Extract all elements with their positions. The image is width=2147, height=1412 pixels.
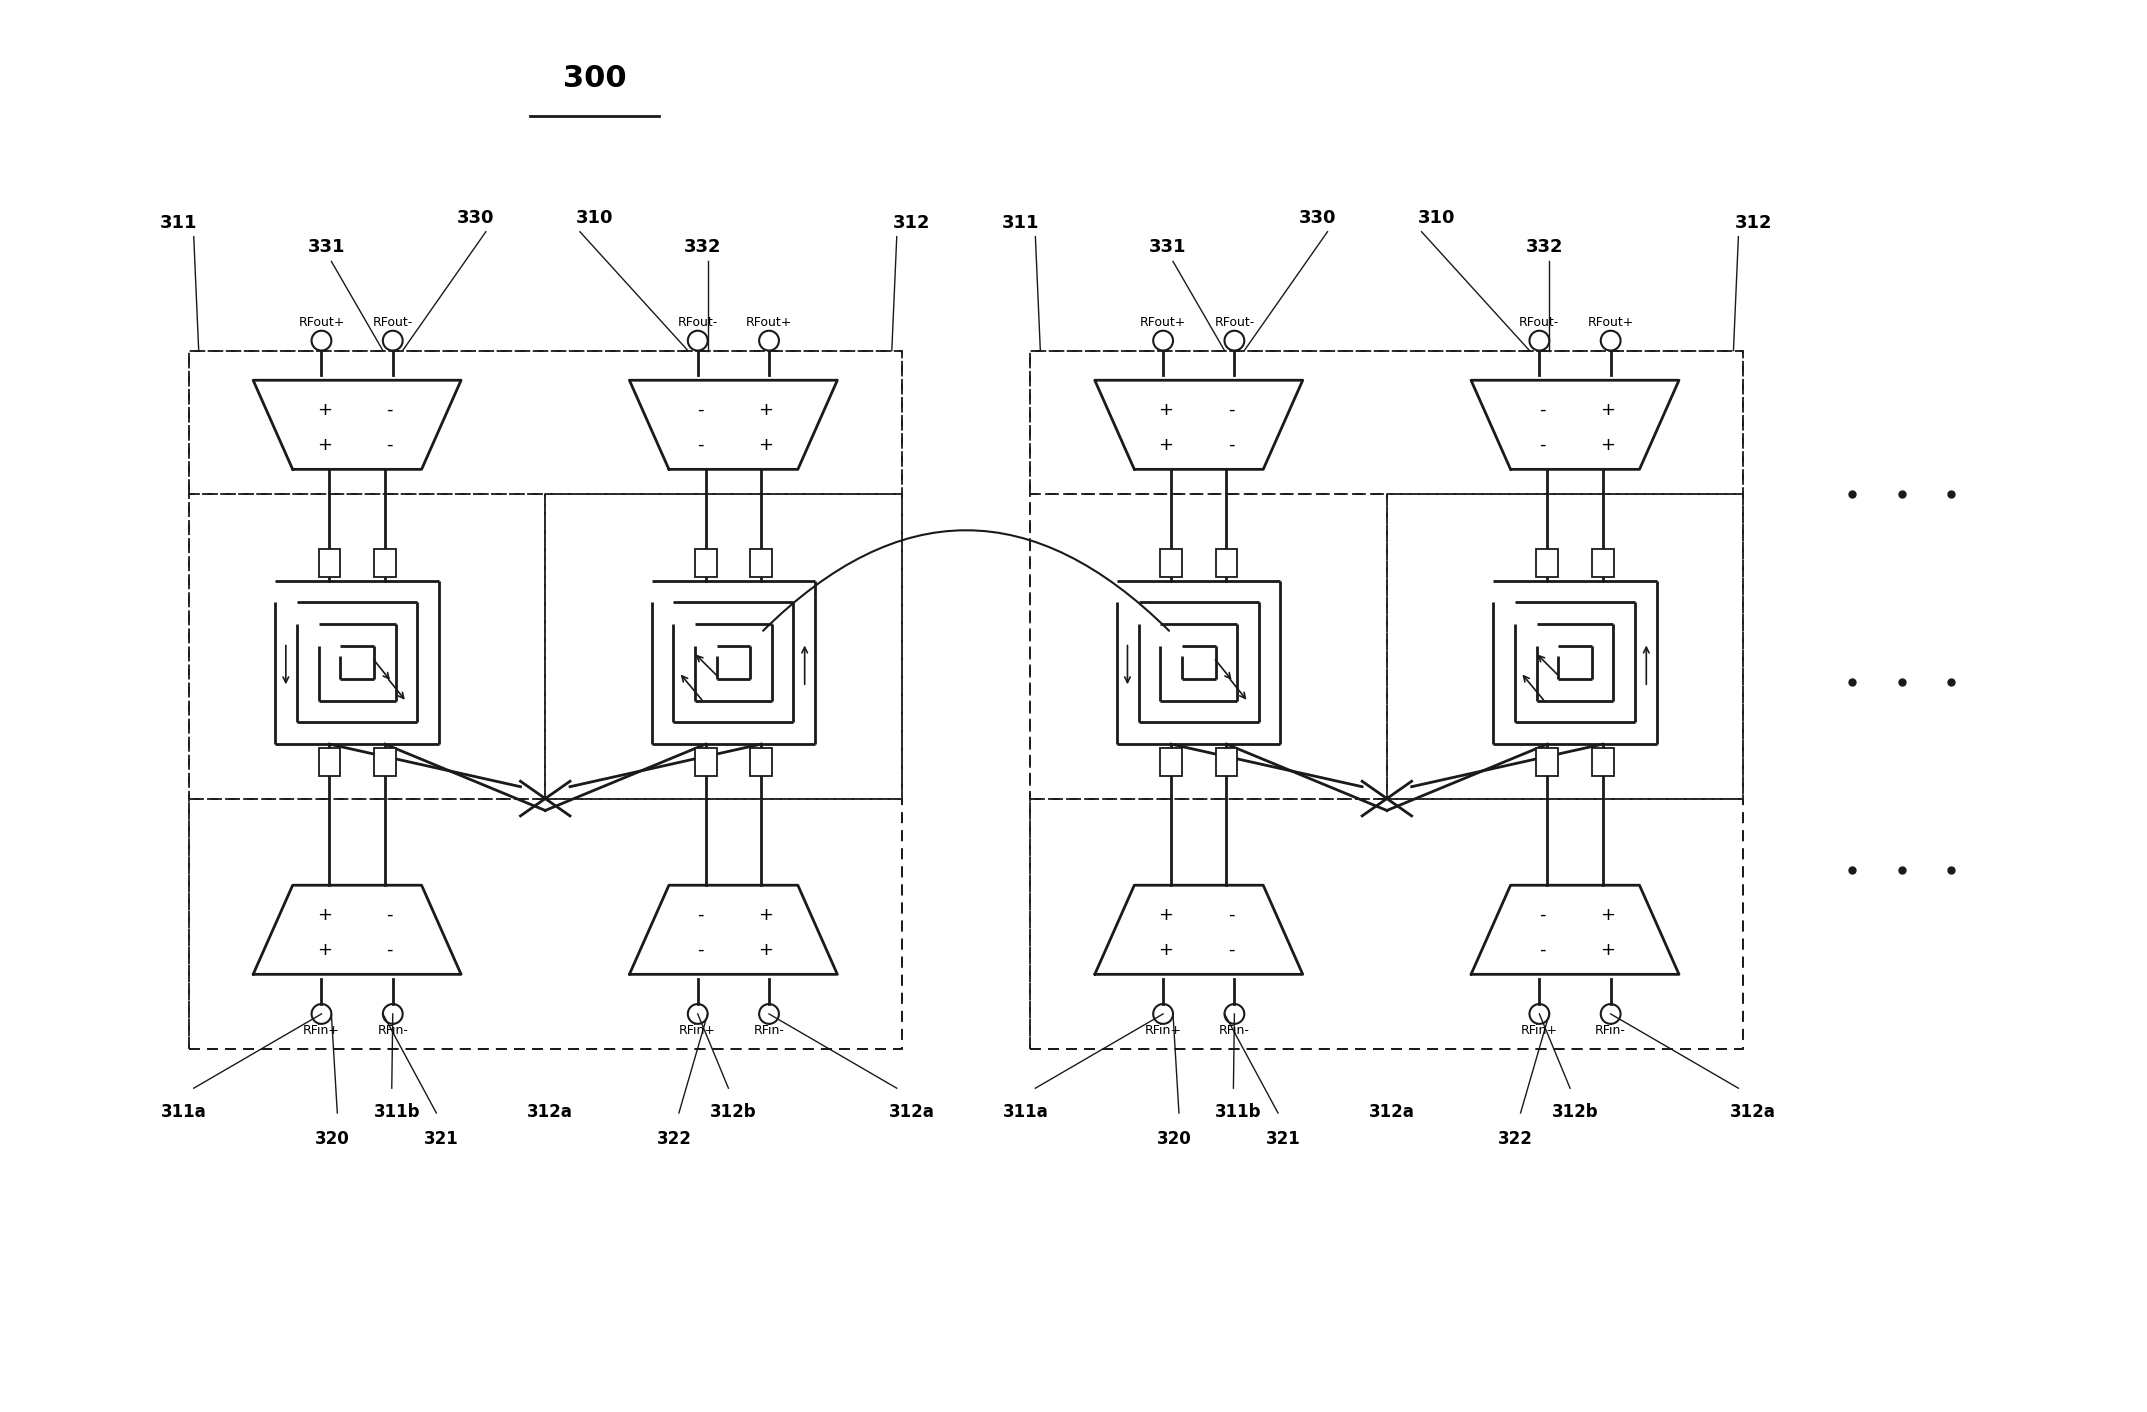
Text: -: - (1539, 435, 1546, 453)
Text: RFout+: RFout+ (1140, 316, 1187, 329)
Text: RFin-: RFin- (1219, 1024, 1250, 1036)
Bar (1591, 549, 1615, 576)
Bar (696, 748, 717, 775)
Text: RFin+: RFin+ (1520, 1024, 1559, 1036)
Bar (749, 748, 773, 775)
Text: 312b: 312b (1552, 1103, 1597, 1121)
Text: -: - (1539, 940, 1546, 959)
Text: 332: 332 (1527, 239, 1563, 257)
Text: +: + (758, 435, 773, 453)
Text: -: - (698, 907, 704, 923)
Text: 322: 322 (657, 1130, 691, 1148)
Text: 311a: 311a (161, 1103, 206, 1121)
Text: RFin+: RFin+ (678, 1024, 717, 1036)
Text: RFin-: RFin- (754, 1024, 784, 1036)
Text: 312: 312 (1735, 213, 1771, 232)
Bar (696, 549, 717, 576)
Text: 312a: 312a (889, 1103, 934, 1121)
Text: +: + (1159, 435, 1174, 453)
Text: +: + (1600, 401, 1615, 419)
Text: RFout+: RFout+ (298, 316, 346, 329)
Text: +: + (1159, 907, 1174, 923)
Bar (318, 549, 339, 576)
Bar (1159, 748, 1181, 775)
Text: 311b: 311b (1215, 1103, 1262, 1121)
Text: +: + (318, 907, 333, 923)
Text: -: - (1228, 907, 1235, 923)
Bar (749, 549, 773, 576)
Text: +: + (1159, 401, 1174, 419)
Text: 320: 320 (316, 1130, 350, 1148)
Bar (1537, 549, 1559, 576)
Text: RFout-: RFout- (678, 316, 717, 329)
Text: -: - (698, 401, 704, 419)
Text: 332: 332 (685, 239, 721, 257)
Text: 310: 310 (1417, 209, 1456, 227)
Text: -: - (1228, 435, 1235, 453)
Text: 300: 300 (563, 64, 627, 93)
Text: 312a: 312a (1370, 1103, 1415, 1121)
Text: +: + (758, 401, 773, 419)
Text: +: + (318, 401, 333, 419)
Text: 331: 331 (1149, 239, 1187, 257)
Text: 311a: 311a (1003, 1103, 1048, 1121)
Text: -: - (386, 940, 393, 959)
Text: +: + (758, 907, 773, 923)
Text: +: + (1600, 907, 1615, 923)
Text: -: - (386, 907, 393, 923)
Text: 312: 312 (893, 213, 930, 232)
Text: -: - (1539, 907, 1546, 923)
Text: 321: 321 (1265, 1130, 1301, 1148)
Text: +: + (1600, 940, 1615, 959)
Text: +: + (1600, 435, 1615, 453)
Bar (1159, 549, 1181, 576)
Bar (1215, 748, 1237, 775)
Text: -: - (698, 435, 704, 453)
Text: +: + (1159, 940, 1174, 959)
Text: -: - (1228, 940, 1235, 959)
Bar (1537, 748, 1559, 775)
Text: 312a: 312a (1730, 1103, 1776, 1121)
Text: RFin-: RFin- (378, 1024, 408, 1036)
Text: 311: 311 (161, 213, 198, 232)
Bar (1591, 748, 1615, 775)
Text: 321: 321 (423, 1130, 459, 1148)
Text: 311: 311 (1003, 213, 1039, 232)
Text: 330: 330 (1299, 209, 1335, 227)
Bar (318, 748, 339, 775)
Text: 312b: 312b (711, 1103, 756, 1121)
Text: 322: 322 (1499, 1130, 1533, 1148)
Text: RFout-: RFout- (1215, 316, 1254, 329)
Text: 310: 310 (575, 209, 614, 227)
Text: -: - (386, 401, 393, 419)
Text: +: + (758, 940, 773, 959)
Text: 312a: 312a (528, 1103, 573, 1121)
Text: RFout-: RFout- (1520, 316, 1559, 329)
Text: RFout+: RFout+ (745, 316, 792, 329)
Text: 320: 320 (1157, 1130, 1192, 1148)
Text: +: + (318, 435, 333, 453)
Text: RFout-: RFout- (374, 316, 412, 329)
Bar (374, 748, 395, 775)
Text: 331: 331 (307, 239, 346, 257)
Text: +: + (318, 940, 333, 959)
Text: 311b: 311b (374, 1103, 421, 1121)
Text: -: - (386, 435, 393, 453)
Text: -: - (698, 940, 704, 959)
Text: RFin+: RFin+ (1144, 1024, 1181, 1036)
Bar (1215, 549, 1237, 576)
Text: -: - (1228, 401, 1235, 419)
Text: RFout+: RFout+ (1587, 316, 1634, 329)
Text: 330: 330 (457, 209, 494, 227)
Bar (374, 549, 395, 576)
Text: -: - (1539, 401, 1546, 419)
Text: RFin+: RFin+ (303, 1024, 339, 1036)
Text: RFin-: RFin- (1595, 1024, 1625, 1036)
